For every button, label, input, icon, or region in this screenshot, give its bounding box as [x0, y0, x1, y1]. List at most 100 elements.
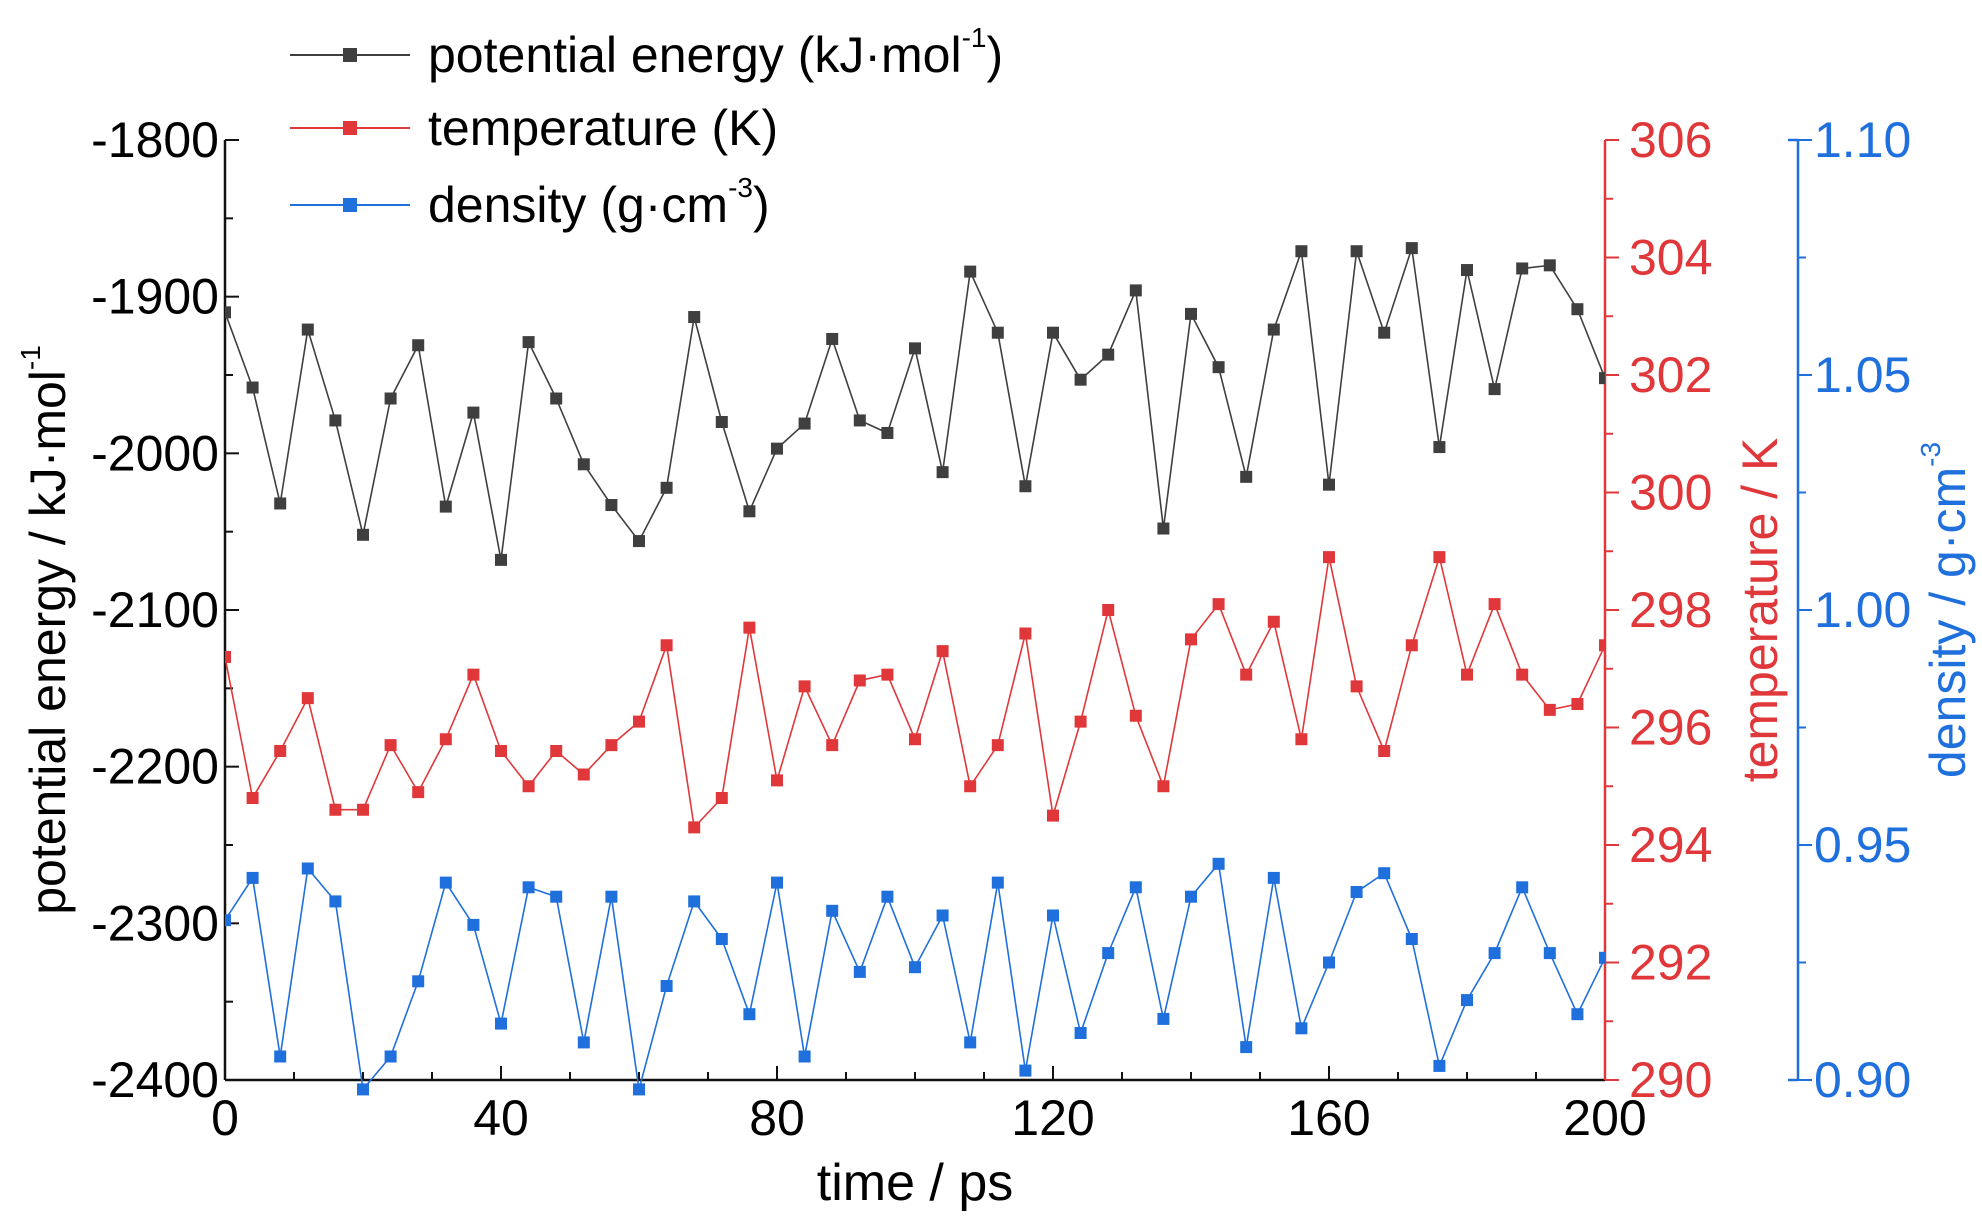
series-0-point-9: [467, 406, 480, 419]
series-2-group: [225, 857, 1605, 1096]
series-1-point-33: [1129, 709, 1142, 722]
series-1-point-47: [1516, 668, 1529, 681]
series-1-point-7: [412, 786, 425, 799]
series-2-point-0: [225, 914, 231, 927]
temperature-tick-label: 298: [1629, 582, 1712, 638]
series-1-point-16: [660, 639, 673, 652]
series-1-point-50: [1599, 639, 1605, 652]
series-1-point-36: [1212, 598, 1225, 611]
series-0-point-38: [1267, 323, 1280, 336]
series-2-point-9: [467, 918, 480, 931]
series-0-point-40: [1323, 478, 1335, 491]
left-tick-label: -1900: [91, 269, 219, 325]
series-1-point-5: [357, 803, 369, 816]
series-2-point-30: [1047, 909, 1059, 922]
series-0-point-12: [550, 392, 563, 405]
series-2-point-43: [1405, 933, 1418, 945]
series-0-point-19: [743, 505, 756, 518]
density-tick-label: 1.00: [1814, 582, 1911, 638]
series-1-point-20: [771, 774, 783, 787]
series-2-point-18: [715, 933, 728, 945]
series-0-point-47: [1516, 262, 1529, 275]
series-1-point-39: [1295, 733, 1308, 746]
series-0-point-50: [1599, 372, 1605, 385]
series-0-point-10: [495, 553, 507, 566]
series-2-point-6: [384, 1050, 397, 1063]
x-tick-label: 40: [473, 1090, 529, 1146]
series-0-point-32: [1102, 348, 1115, 361]
series-2-point-38: [1267, 871, 1280, 884]
series-0-point-42: [1378, 326, 1391, 339]
series-2-point-44: [1433, 1059, 1446, 1072]
series-0-point-13: [577, 458, 590, 471]
series-1-point-44: [1433, 551, 1446, 564]
series-0-point-22: [826, 332, 839, 345]
series-1-point-17: [688, 821, 701, 834]
series-1-point-6: [384, 739, 397, 752]
temperature-tick-label: 304: [1629, 230, 1712, 286]
series-1-point-12: [550, 745, 563, 757]
series-0-point-35: [1185, 307, 1197, 320]
series-0-point-20: [771, 442, 783, 455]
legend-marker-1: [343, 121, 357, 135]
series-line-2: [225, 861, 1605, 1092]
legend-marker-0: [343, 48, 357, 62]
series-2-point-32: [1102, 947, 1115, 960]
density-axis-title-main: density / g·cm: [1920, 467, 1976, 778]
left-tick-label: -2000: [91, 425, 219, 481]
series-0-point-49: [1571, 303, 1584, 316]
series-2-point-50: [1599, 951, 1605, 964]
series-0-point-44: [1433, 441, 1446, 454]
series-0-point-37: [1240, 470, 1253, 483]
series-1-point-3: [301, 692, 314, 705]
series-2-point-24: [881, 890, 894, 903]
series-1-point-40: [1323, 551, 1335, 564]
density-tick-label: 1.05: [1814, 347, 1911, 403]
x-axis-title: time / ps: [817, 1154, 1014, 1212]
series-0-point-39: [1295, 245, 1308, 258]
series-2-point-47: [1516, 881, 1529, 894]
chart-axes: 0 40 80 120 160 200 time / ps -1800 -1900 -2000 -2…: [15, 112, 1977, 1212]
series-1-point-4: [329, 803, 342, 816]
temperature-axis-title: temperature / K: [1732, 438, 1788, 783]
series-2-point-42: [1378, 867, 1391, 880]
series-0-point-21: [798, 417, 811, 430]
series-0-point-48: [1543, 259, 1556, 272]
series-2-point-22: [826, 904, 839, 917]
series-1-point-27: [964, 780, 977, 793]
series-0-point-23: [853, 414, 866, 427]
density-tick-label: 0.95: [1814, 817, 1911, 873]
series-0-point-46: [1488, 383, 1501, 396]
series-2-point-2: [274, 1050, 287, 1063]
series-2-point-17: [688, 895, 701, 908]
series-1-point-34: [1157, 780, 1170, 793]
legend-label-0-sup: -1: [962, 22, 987, 53]
series-1-point-29: [1019, 627, 1032, 640]
temperature-tick-label: 294: [1629, 817, 1712, 873]
series-0-point-45: [1461, 264, 1473, 277]
left-axis-title: potential energy / kJ·mol-1: [15, 345, 77, 915]
series-2-point-33: [1129, 881, 1142, 894]
legend-label-1: temperature (K): [428, 100, 778, 156]
series-1-point-26: [936, 645, 949, 658]
x-tick-label: 80: [749, 1090, 805, 1146]
legend-marker-2: [343, 198, 357, 212]
series-1-point-19: [743, 621, 756, 634]
density-axis-title: density / g·cm-3: [1915, 442, 1977, 778]
x-tick-label: 200: [1563, 1090, 1646, 1146]
series-1-point-2: [274, 745, 287, 757]
series-2-point-39: [1295, 1022, 1308, 1035]
series-2-point-15: [633, 1083, 645, 1096]
series-2-point-19: [743, 1008, 756, 1021]
left-axis-title-sup: -1: [15, 345, 46, 370]
temperature-axis-title-text: temperature / K: [1732, 438, 1788, 783]
series-2-point-10: [495, 1017, 507, 1030]
series-2-point-14: [605, 890, 618, 903]
series-0-point-5: [357, 528, 369, 541]
series-2-point-5: [357, 1083, 369, 1096]
series-1-point-45: [1461, 668, 1473, 681]
series-1-point-31: [1074, 715, 1087, 728]
series-1-point-48: [1543, 703, 1556, 716]
series-0-point-26: [936, 466, 949, 479]
